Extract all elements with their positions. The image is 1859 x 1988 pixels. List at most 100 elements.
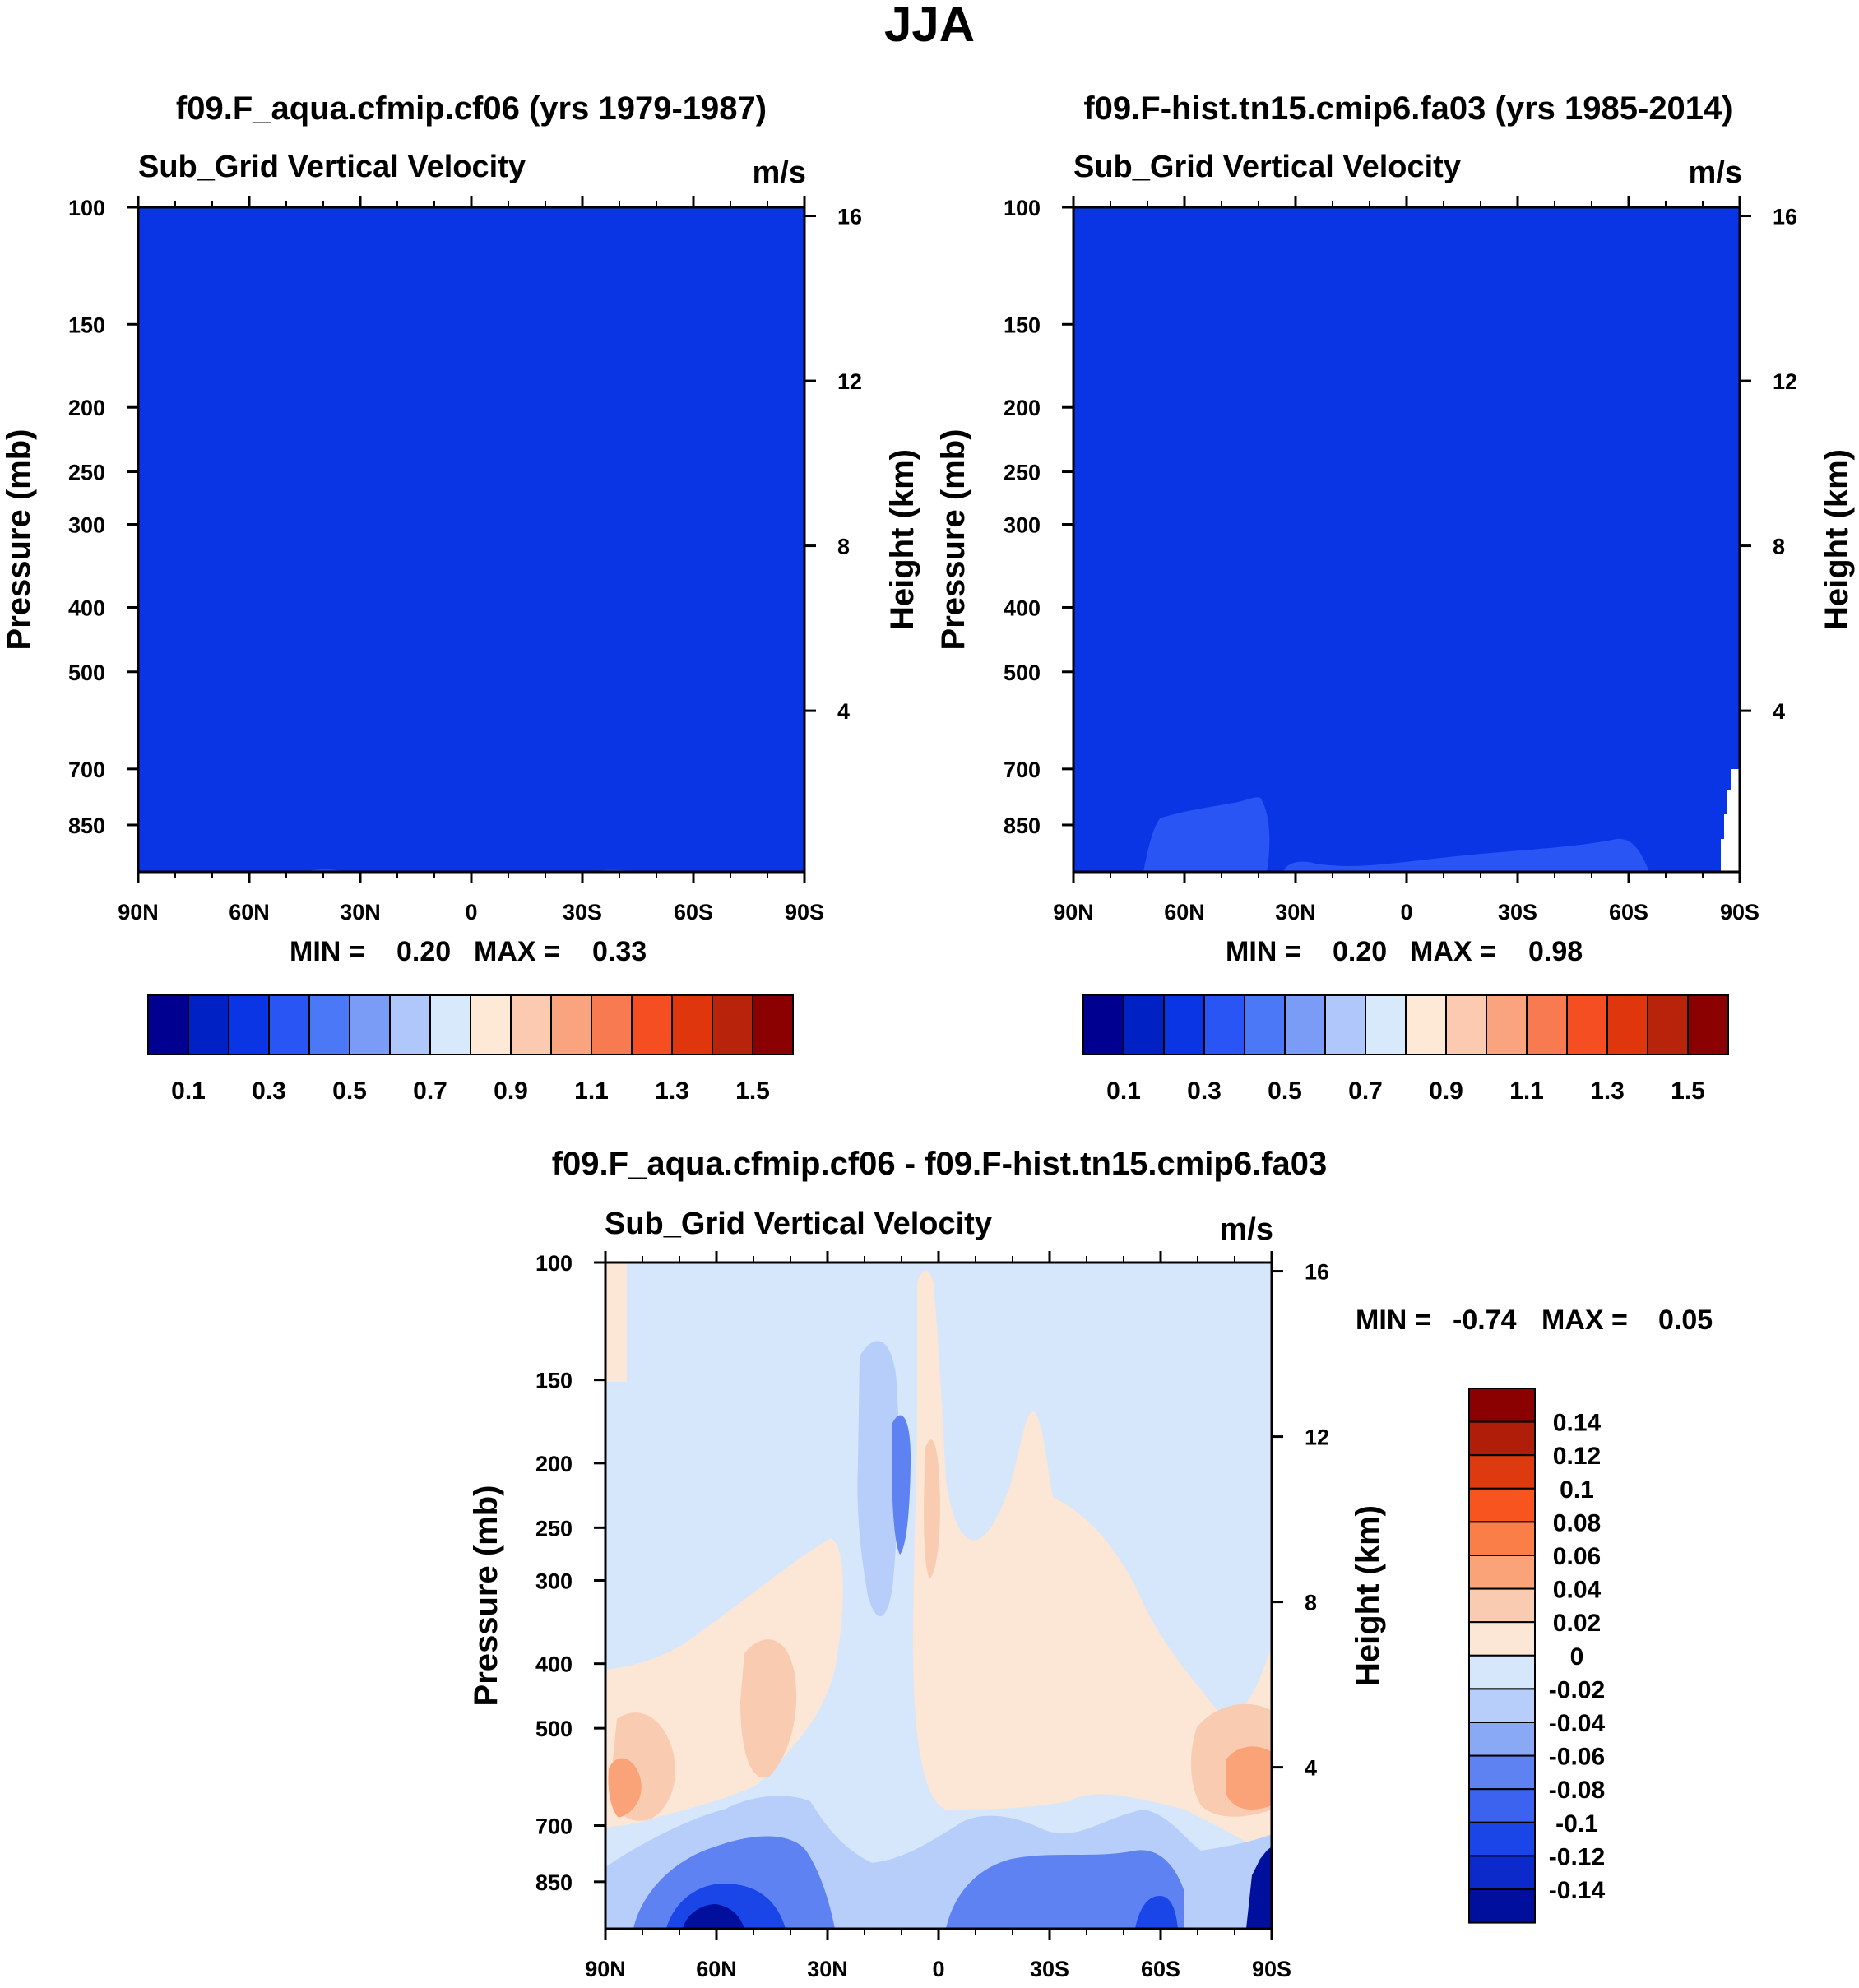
x-tick-label: 90S	[1252, 1957, 1291, 1981]
colorbar-label: 0.5	[332, 1077, 367, 1105]
colorbar-box	[1486, 994, 1528, 1055]
y-tick-label: 700	[1004, 758, 1041, 782]
x-tick-label: 0	[465, 900, 477, 924]
colorbar-box	[591, 994, 633, 1055]
colorbar-label: -0.02	[1549, 1676, 1605, 1703]
colorbar-box	[1526, 994, 1568, 1055]
colorbar-box	[389, 994, 431, 1055]
colorbar-box	[1468, 1521, 1536, 1557]
panel-3-min-value: -0.74	[1453, 1304, 1517, 1336]
panel-3-neg-core-north	[892, 1415, 911, 1555]
panel-3-max-label: MAX =	[1541, 1304, 1628, 1336]
panel-1-min-value: 0.20	[396, 936, 451, 967]
panel-2-max-label: MAX =	[1410, 936, 1496, 967]
colorbar-label: 0.1	[171, 1077, 206, 1105]
colorbar-box	[1365, 994, 1407, 1055]
panel-3: f09.F_aqua.cfmip.cf06 - f09.F-hist.tn15.…	[468, 1146, 1713, 1981]
right-tick-label: 16	[1305, 1260, 1329, 1285]
panel-1-ylabel-right: Height (km)	[884, 449, 920, 630]
x-tick-label: 60N	[696, 1957, 737, 1981]
colorbar-label: 1.5	[1671, 1077, 1705, 1105]
x-tick-label: 30N	[340, 900, 381, 924]
panel-3-pos-streak-equator	[924, 1439, 940, 1579]
panel-3-y-ticks: 100 150 200 250 300 400 500 700 850	[535, 1251, 605, 1895]
colorbar-box	[1468, 1621, 1536, 1657]
panel-3-x-ticks: 90N 60N 30N 0 30S 60S 90S	[585, 1251, 1291, 1981]
x-tick-label: 30S	[1030, 1957, 1069, 1981]
colorbar-label: 1.1	[574, 1077, 609, 1105]
colorbar-box	[1445, 994, 1487, 1055]
panel-3-colorbar: 0.14 0.12 0.1 0.08 0.06 0.04 0.02 0 -0.02 -0.04 -0…	[1468, 1388, 1606, 1924]
y-tick-label: 250	[535, 1516, 573, 1541]
colorbar-box	[1244, 994, 1286, 1055]
panel-1-subtitle: Sub_Grid Vertical Velocity	[138, 150, 526, 184]
colorbar-box	[1468, 1487, 1536, 1523]
y-tick-label: 150	[68, 313, 105, 337]
y-tick-label: 200	[535, 1452, 573, 1476]
y-tick-label: 250	[1004, 461, 1041, 485]
y-tick-label: 200	[1004, 396, 1041, 420]
colorbar-label: 0.02	[1553, 1610, 1601, 1637]
y-tick-label: 300	[68, 513, 105, 538]
y-tick-label: 200	[68, 396, 105, 420]
colorbar-box	[1468, 1888, 1536, 1924]
colorbar-box	[1647, 994, 1689, 1055]
panel-3-pos-strip-topleft	[605, 1263, 627, 1382]
colorbar-label: -0.14	[1549, 1877, 1606, 1904]
panel-3-ylabel-right: Height (km)	[1350, 1505, 1386, 1686]
colorbar-label: 0.04	[1553, 1577, 1602, 1604]
colorbar-box	[1468, 1788, 1536, 1823]
colorbar-box	[631, 994, 673, 1055]
colorbar-box	[1324, 994, 1366, 1055]
colorbar-label: 0.9	[494, 1077, 528, 1105]
panel-1-units: m/s	[753, 155, 806, 190]
colorbar-label: 1.1	[1509, 1077, 1544, 1105]
figure-title: JJA	[884, 0, 975, 52]
panel-2: f09.F-hist.tn15.cmip6.fa03 (yrs 1985-201…	[935, 90, 1855, 1105]
colorbar-label: 0.3	[1187, 1077, 1222, 1105]
panel-2-subtitle: Sub_Grid Vertical Velocity	[1073, 150, 1461, 184]
colorbar-box	[1203, 994, 1245, 1055]
panel-2-ylabel-right: Height (km)	[1819, 449, 1855, 630]
panel-3-pos-blob-north	[740, 1639, 797, 1778]
right-tick-label: 8	[1773, 535, 1785, 559]
y-tick-label: 250	[68, 461, 105, 485]
colorbar-box	[1284, 994, 1326, 1055]
colorbar-box	[470, 994, 512, 1055]
x-tick-label: 60N	[229, 900, 270, 924]
panel-1-min-label: MIN =	[290, 936, 365, 967]
panel-2-max-value: 0.98	[1528, 936, 1583, 967]
panel-2-min-label: MIN =	[1226, 936, 1301, 967]
panel-3-field	[605, 1263, 1272, 1929]
colorbar-label: 0.1	[1106, 1077, 1141, 1105]
y-tick-label: 100	[535, 1251, 573, 1276]
colorbar-box	[1405, 994, 1447, 1055]
y-tick-label: 850	[1004, 813, 1041, 838]
x-tick-label: 60S	[1609, 900, 1648, 924]
colorbar-label: -0.1	[1555, 1810, 1598, 1837]
right-tick-label: 4	[1305, 1756, 1317, 1781]
x-tick-label: 30N	[1275, 900, 1316, 924]
colorbar-label: 0.1	[1560, 1476, 1594, 1504]
colorbar-box	[1468, 1388, 1536, 1423]
panel-2-units: m/s	[1689, 155, 1742, 190]
colorbar-box	[228, 994, 270, 1055]
panel-3-neg-tongue-north	[857, 1341, 899, 1617]
y-tick-label: 150	[1004, 313, 1041, 337]
right-tick-label: 4	[1773, 699, 1785, 724]
panel-3-title: f09.F_aqua.cfmip.cf06 - f09.F-hist.tn15.…	[552, 1146, 1328, 1182]
x-tick-label: 0	[932, 1957, 944, 1981]
panel-2-field-light-region-south	[1283, 838, 1649, 872]
y-tick-label: 500	[535, 1717, 573, 1741]
y-tick-label: 400	[1004, 595, 1041, 620]
panel-1-title: f09.F_aqua.cfmip.cf06 (yrs 1979-1987)	[176, 90, 767, 127]
colorbar-box	[1468, 1855, 1536, 1890]
panel-1-ylabel: Pressure (mb)	[1, 429, 37, 651]
right-tick-label: 12	[1305, 1425, 1329, 1450]
colorbar-box	[429, 994, 471, 1055]
colorbar-label: 0.12	[1553, 1443, 1601, 1470]
panel-3-pos-core-south	[1226, 1746, 1272, 1810]
y-tick-label: 500	[1004, 660, 1041, 685]
panel-2-min-value: 0.20	[1333, 936, 1387, 967]
colorbar-box	[550, 994, 592, 1055]
